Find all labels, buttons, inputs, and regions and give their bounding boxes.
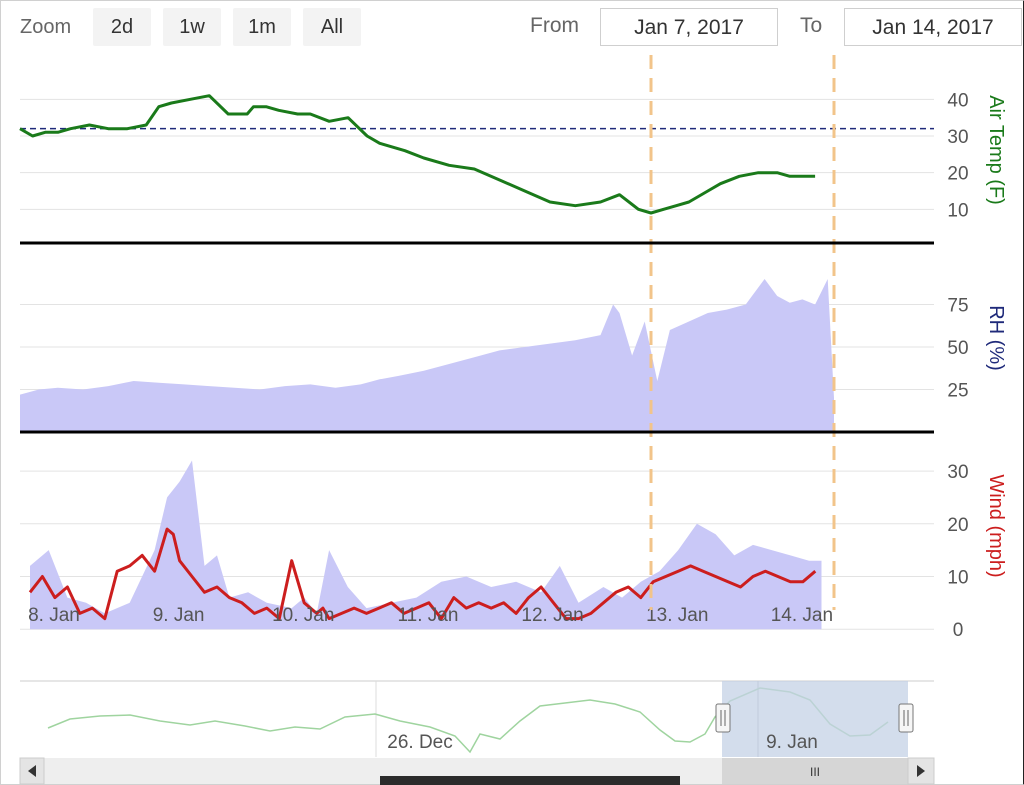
x-tick-label: 13. Jan	[646, 605, 708, 626]
y-tick-label: 40	[947, 90, 968, 111]
y-tick-label: 25	[947, 381, 968, 402]
air-temp-axis-title: Air Temp (F)	[985, 95, 1007, 205]
rh-series-area	[20, 279, 834, 432]
y-tick-label: 75	[947, 296, 968, 317]
scroll-left-arrow-icon	[28, 765, 36, 777]
zoom-2d-button[interactable]: 2d	[93, 8, 151, 46]
navigator-left-handle[interactable]	[715, 703, 731, 733]
y-tick-label: 30	[947, 127, 968, 148]
scrollbar-thumb-grip: III	[810, 765, 820, 779]
zoom-label: Zoom	[20, 16, 72, 38]
navigator[interactable]: 26. Dec 9. Jan	[20, 680, 934, 757]
y-tick-label: 10	[947, 200, 968, 221]
air-temp-series-line	[19, 94, 816, 215]
y-tick-label: 20	[947, 164, 968, 185]
wind-series-line	[28, 527, 817, 621]
navigator-selection-mask[interactable]	[722, 681, 908, 757]
rh-axis-title: RH (%)	[985, 305, 1007, 371]
y-tick-label: 50	[947, 338, 968, 359]
scrollbar-thumb[interactable]	[722, 758, 908, 784]
scroll-right-arrow-icon	[917, 765, 925, 777]
y-tick-label: 10	[947, 567, 968, 588]
from-label: From	[530, 14, 579, 37]
page-scroll-indicator	[380, 776, 680, 785]
x-tick-label: 10. Jan	[272, 605, 334, 626]
y-tick-label: 20	[947, 515, 968, 536]
navigator-label-26-dec: 26. Dec	[387, 732, 452, 753]
x-tick-label: 14. Jan	[771, 605, 833, 626]
y-tick-label: 0	[953, 620, 964, 641]
x-tick-label: 11. Jan	[397, 605, 458, 626]
zoom-all-button[interactable]: All	[303, 8, 361, 46]
y-tick-label: 30	[947, 462, 968, 483]
to-label: To	[800, 14, 823, 37]
navigator-right-handle[interactable]	[898, 703, 914, 733]
marks-layer: 8. Jan 9. Jan 10. Jan 11. Jan 12. Jan 13. Jan…	[19, 55, 934, 630]
wind-gust-series-area	[30, 460, 822, 630]
wind-axis-title: Wind (mph)	[985, 474, 1007, 577]
from-date-input[interactable]: Jan 7, 2017	[600, 8, 778, 46]
navigator-label-9-jan: 9. Jan	[766, 732, 818, 753]
zoom-1w-button[interactable]: 1w	[163, 8, 221, 46]
zoom-1m-button[interactable]: 1m	[233, 8, 291, 46]
scrollbar[interactable]: III	[19, 757, 935, 785]
x-tick-label: 8. Jan	[28, 605, 80, 626]
x-tick-label: 9. Jan	[153, 605, 205, 626]
x-tick-label: 12. Jan	[521, 605, 583, 626]
to-date-input[interactable]: Jan 14, 2017	[844, 8, 1022, 46]
